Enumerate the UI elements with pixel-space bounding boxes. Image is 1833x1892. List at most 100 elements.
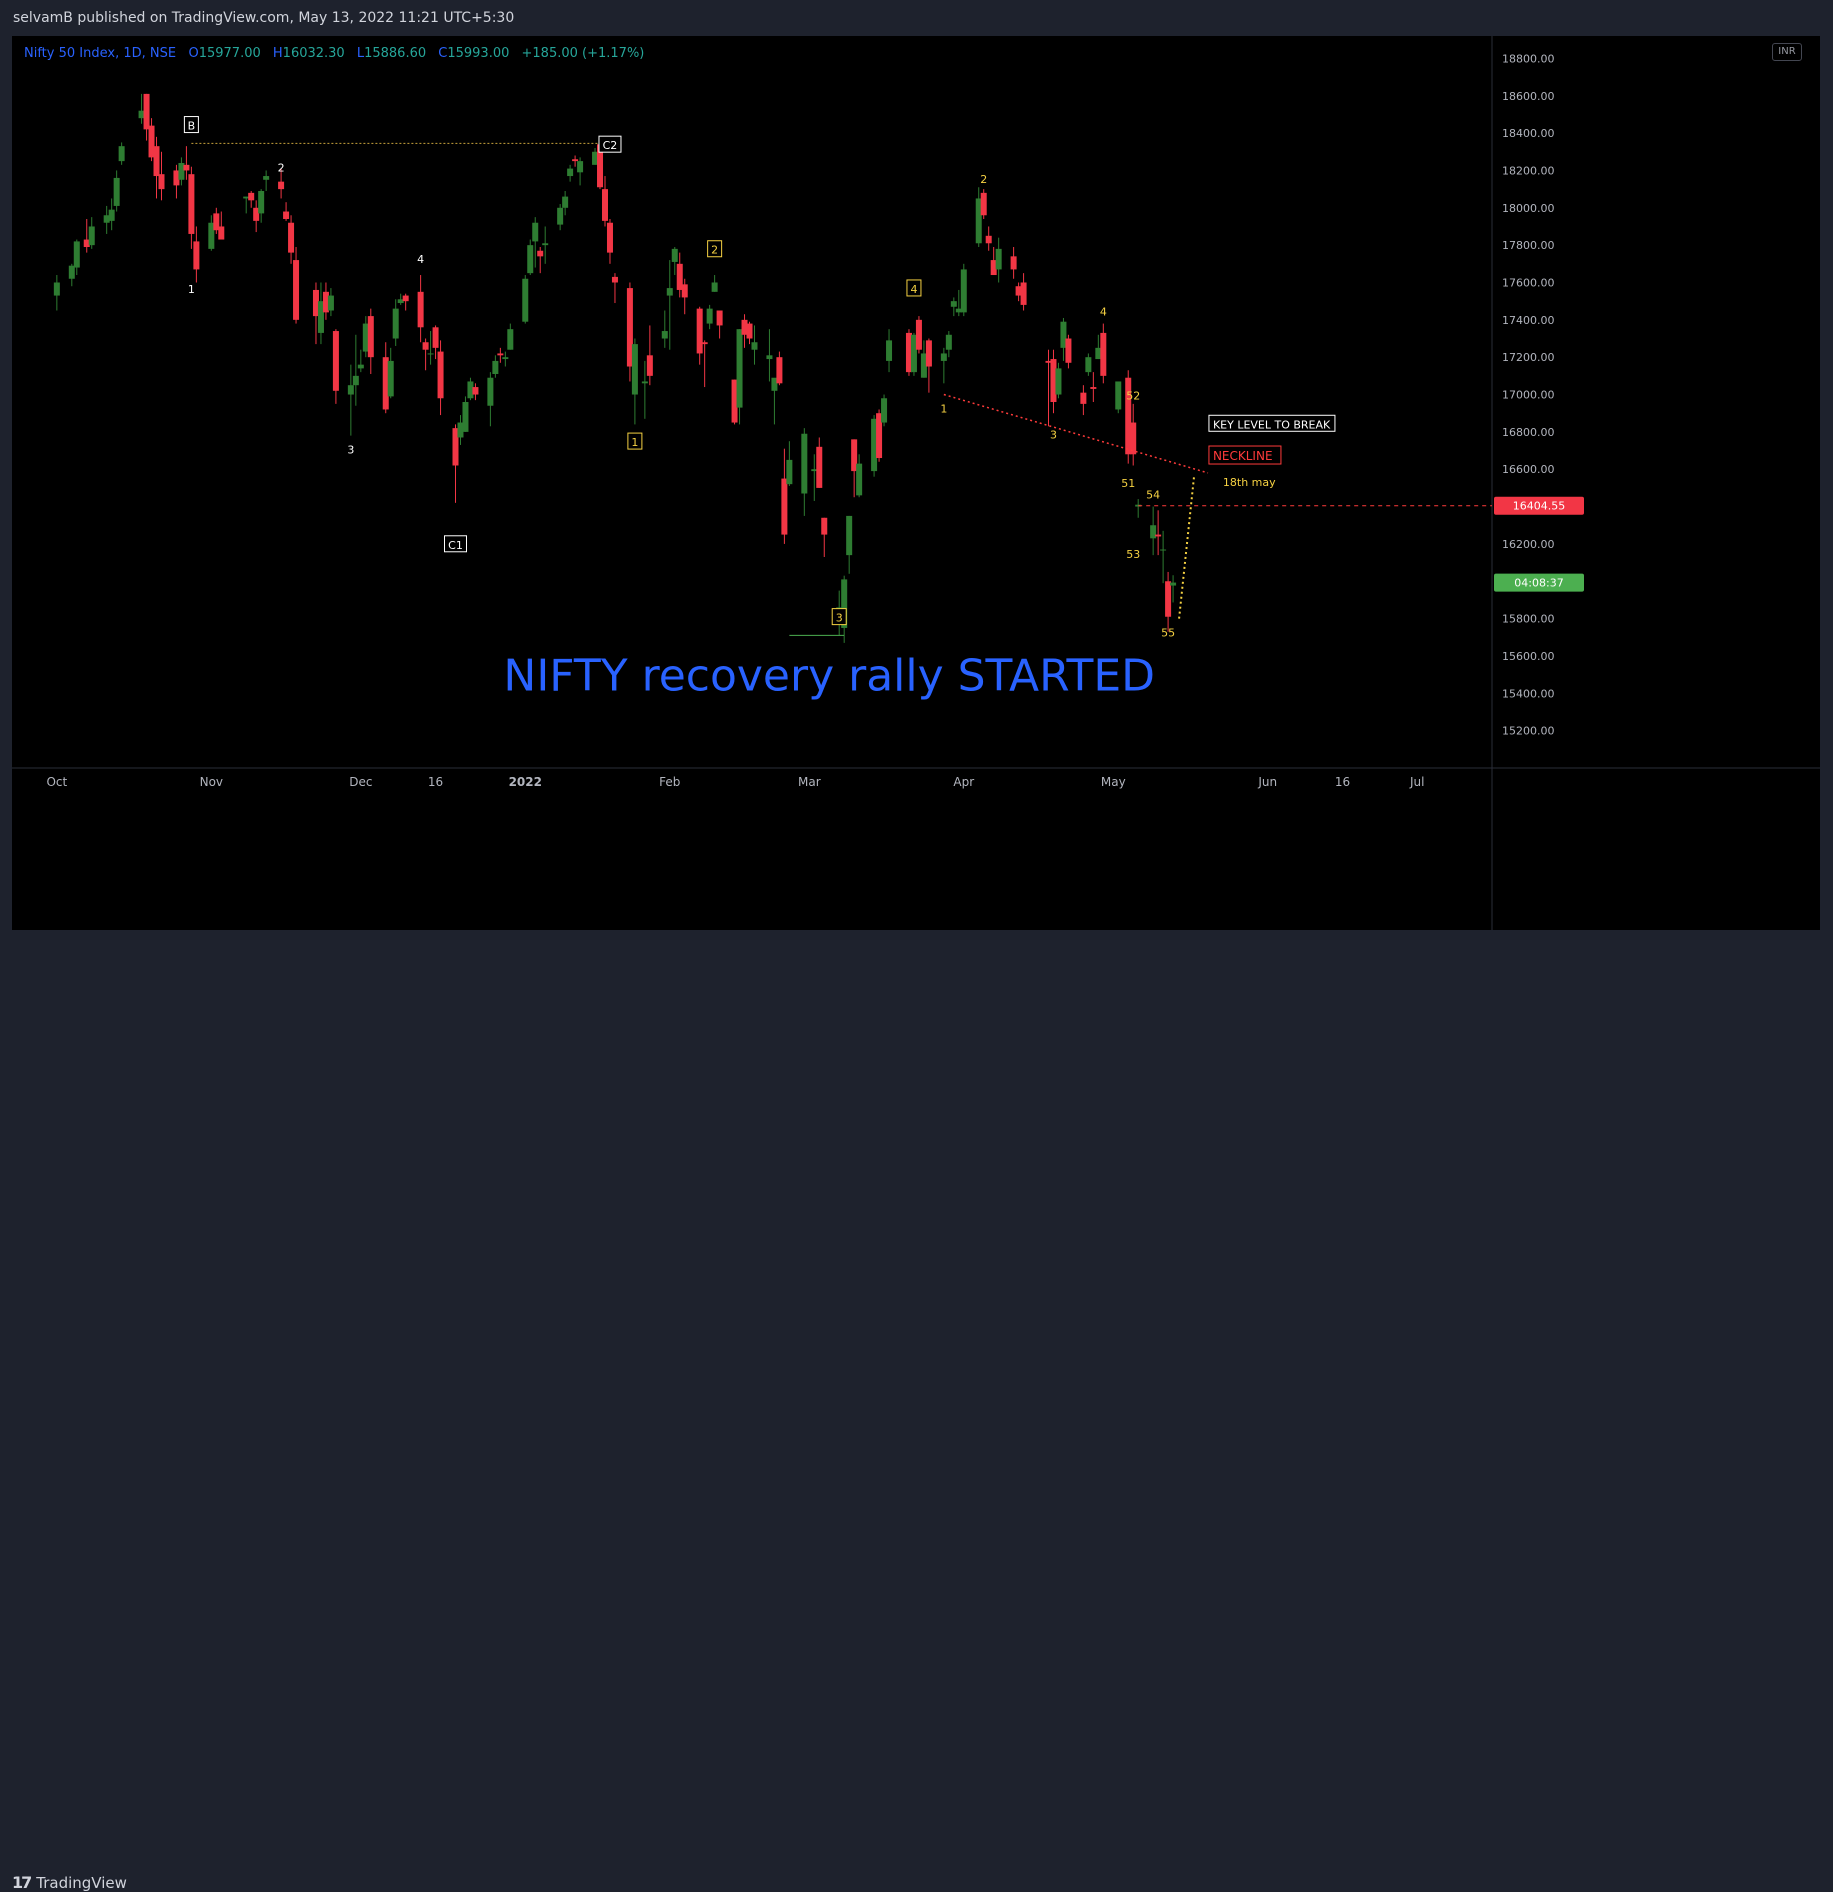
candle-body[interactable]: [1125, 377, 1132, 455]
candle-body[interactable]: [387, 360, 394, 397]
candle-body[interactable]: [562, 196, 569, 208]
candle-body[interactable]: [253, 207, 260, 221]
candle-body[interactable]: [532, 222, 539, 242]
candle-body[interactable]: [243, 196, 250, 199]
candle-body[interactable]: [1050, 359, 1057, 402]
candle-body[interactable]: [940, 353, 947, 361]
candle-body[interactable]: [557, 207, 564, 225]
candle-body[interactable]: [856, 463, 863, 496]
candle-body[interactable]: [108, 209, 115, 221]
candle-body[interactable]: [88, 226, 95, 246]
candle-body[interactable]: [666, 288, 673, 296]
candle-body[interactable]: [317, 301, 324, 333]
candle-body[interactable]: [781, 478, 788, 535]
candle-body[interactable]: [910, 334, 917, 373]
candle-body[interactable]: [1130, 422, 1137, 455]
candle-body[interactable]: [248, 192, 255, 201]
candle-body[interactable]: [746, 323, 753, 339]
tradingview-logo[interactable]: 17 TradingView: [12, 1873, 127, 1892]
candle-body[interactable]: [876, 413, 883, 459]
candle-body[interactable]: [208, 222, 215, 249]
candle-body[interactable]: [472, 387, 479, 395]
candle-body[interactable]: [288, 222, 295, 253]
candle-body[interactable]: [751, 342, 758, 350]
candle-body[interactable]: [671, 248, 678, 262]
candle-body[interactable]: [920, 353, 927, 378]
candle-body[interactable]: [193, 241, 200, 270]
candle-body[interactable]: [153, 146, 160, 177]
candle-body[interactable]: [816, 446, 823, 488]
candle-body[interactable]: [1165, 581, 1172, 617]
candle-body[interactable]: [626, 288, 633, 367]
candle-body[interactable]: [402, 295, 409, 302]
candle-body[interactable]: [711, 282, 718, 292]
candle-body[interactable]: [293, 260, 300, 320]
candle-body[interactable]: [148, 125, 155, 158]
candle-body[interactable]: [487, 377, 494, 406]
candle-body[interactable]: [263, 176, 270, 180]
symbol-label[interactable]: Nifty 50 Index, 1D, NSE: [24, 46, 177, 61]
candle-body[interactable]: [577, 161, 584, 173]
candle-body[interactable]: [492, 360, 499, 374]
candle-body[interactable]: [572, 159, 579, 162]
candle-body[interactable]: [83, 239, 90, 248]
candle-body[interactable]: [731, 379, 738, 423]
candle-body[interactable]: [332, 331, 339, 391]
candle-body[interactable]: [1065, 338, 1072, 363]
candle-body[interactable]: [283, 211, 290, 219]
candle-body[interactable]: [1095, 347, 1102, 360]
candle-body[interactable]: [497, 353, 504, 356]
candle-body[interactable]: [567, 168, 574, 177]
candle-body[interactable]: [173, 170, 180, 186]
candle-body[interactable]: [925, 340, 932, 367]
candle-body[interactable]: [681, 284, 688, 298]
candle-body[interactable]: [851, 439, 858, 472]
candle-body[interactable]: [811, 469, 818, 472]
candle-body[interactable]: [945, 334, 952, 350]
candle-body[interactable]: [1020, 282, 1027, 305]
candle-body[interactable]: [846, 515, 853, 556]
candle-body[interactable]: [1010, 256, 1017, 270]
candle-body[interactable]: [467, 381, 474, 399]
candle-body[interactable]: [1150, 525, 1157, 539]
candle-body[interactable]: [382, 357, 389, 410]
candle-body[interactable]: [641, 381, 648, 384]
candle-body[interactable]: [1115, 381, 1122, 410]
candle-body[interactable]: [347, 385, 354, 395]
candle-body[interactable]: [592, 151, 599, 165]
chart-area[interactable]: 15200.0015400.0015600.0015800.0016000.00…: [12, 36, 1820, 930]
candle-body[interactable]: [73, 241, 80, 268]
candle-body[interactable]: [801, 433, 808, 494]
candle-body[interactable]: [1015, 286, 1022, 296]
candle-body[interactable]: [537, 250, 544, 257]
candle-body[interactable]: [736, 329, 743, 408]
candle-body[interactable]: [776, 357, 783, 384]
candle-body[interactable]: [113, 177, 120, 206]
candlestick-chart[interactable]: 15200.0015400.0015600.0015800.0016000.00…: [12, 36, 1820, 930]
candle-body[interactable]: [68, 265, 75, 279]
candle-body[interactable]: [1080, 392, 1087, 404]
candle-body[interactable]: [1055, 368, 1062, 395]
candle-body[interactable]: [258, 190, 265, 214]
candle-body[interactable]: [611, 276, 618, 283]
candle-body[interactable]: [985, 235, 992, 244]
candle-body[interactable]: [766, 355, 773, 360]
candle-body[interactable]: [417, 291, 424, 328]
candle-body[interactable]: [322, 291, 329, 313]
candle-body[interactable]: [980, 192, 987, 216]
candle-body[interactable]: [502, 357, 509, 360]
candle-body[interactable]: [367, 316, 374, 358]
candle-body[interactable]: [427, 353, 434, 355]
candle-body[interactable]: [143, 93, 150, 130]
candle-body[interactable]: [527, 245, 534, 274]
candle-body[interactable]: [706, 308, 713, 324]
candle-body[interactable]: [606, 222, 613, 253]
candle-body[interactable]: [1100, 332, 1107, 376]
candle-body[interactable]: [312, 289, 319, 317]
candle-body[interactable]: [138, 110, 145, 119]
candle-body[interactable]: [178, 162, 185, 180]
candle-body[interactable]: [362, 323, 369, 352]
candle-body[interactable]: [676, 263, 683, 290]
candle-body[interactable]: [975, 198, 982, 244]
candle-body[interactable]: [886, 340, 893, 361]
